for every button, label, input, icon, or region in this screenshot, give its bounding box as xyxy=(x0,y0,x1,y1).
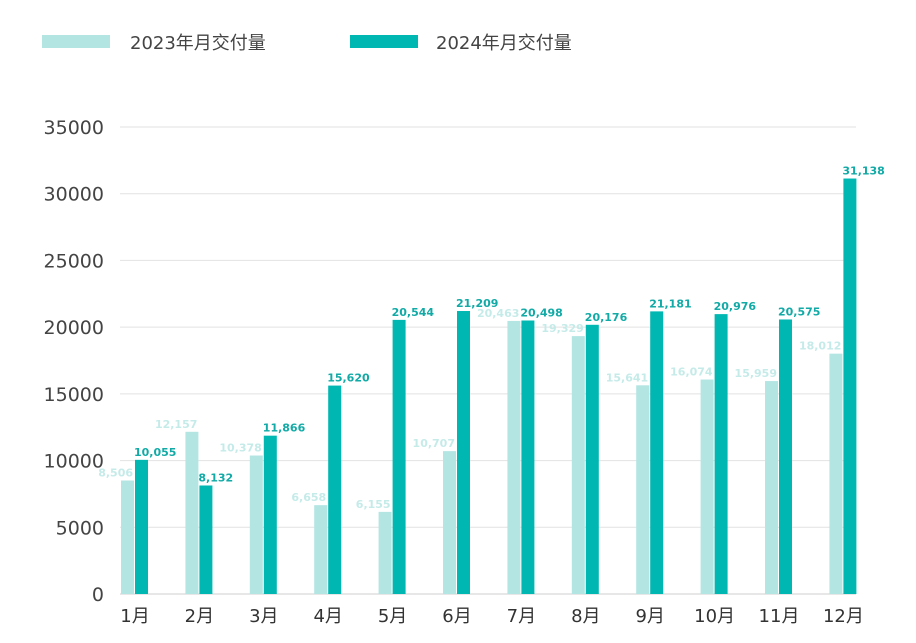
bar-2024 xyxy=(199,485,213,594)
legend-swatch-2023 xyxy=(42,35,110,48)
legend-label-2024: 2024年月交付量 xyxy=(436,33,572,54)
x-tick-label: 8月 xyxy=(571,606,600,627)
x-tick-label: 4月 xyxy=(313,606,342,627)
bar-2024 xyxy=(263,435,277,594)
data-label-2023: 16,074 xyxy=(670,366,713,379)
data-label-2024: 15,620 xyxy=(327,372,370,385)
data-label-2023: 15,641 xyxy=(606,371,648,384)
x-tick-label: 9月 xyxy=(635,606,664,627)
bar-2024 xyxy=(585,324,599,594)
data-label-2023: 10,707 xyxy=(413,437,455,450)
data-label-2024: 8,132 xyxy=(198,471,233,484)
bar-2024 xyxy=(714,314,728,594)
bar-2023 xyxy=(314,505,328,594)
bar-2023 xyxy=(765,381,778,594)
bar-2024 xyxy=(779,319,792,594)
y-tick-label: 15000 xyxy=(44,384,104,406)
legend-label-2023: 2023年月交付量 xyxy=(130,33,266,54)
data-label-2023: 6,658 xyxy=(291,491,326,504)
bar-2024 xyxy=(457,311,470,594)
legend-swatch-2024 xyxy=(350,35,418,48)
data-label-2023: 15,959 xyxy=(735,367,777,380)
x-tick-label: 6月 xyxy=(442,606,471,627)
data-label-2024: 20,176 xyxy=(585,311,628,324)
bar-2024 xyxy=(843,178,857,594)
bar-2023 xyxy=(636,385,650,594)
data-label-2023: 8,506 xyxy=(98,467,133,480)
data-label-2023: 20,463 xyxy=(477,307,519,320)
bar-2024 xyxy=(521,320,535,594)
x-tick-label: 11月 xyxy=(759,606,800,627)
bar-2023 xyxy=(185,431,199,594)
y-tick-label: 0 xyxy=(92,584,104,606)
data-label-2024: 20,976 xyxy=(714,300,757,313)
x-tick-label: 12月 xyxy=(823,606,864,627)
data-label-2024: 20,544 xyxy=(392,306,435,319)
legend: 2023年月交付量 2024年月交付量 xyxy=(42,33,572,54)
x-tick-label: 5月 xyxy=(378,606,407,627)
data-label-2024: 11,866 xyxy=(263,422,306,435)
x-tick-label: 1月 xyxy=(120,606,149,627)
y-tick-label: 5000 xyxy=(56,517,104,539)
data-label-2024: 31,138 xyxy=(842,165,884,178)
y-tick-label: 10000 xyxy=(44,451,104,473)
data-label-2024: 20,498 xyxy=(520,306,562,319)
y-tick-label: 30000 xyxy=(44,184,104,206)
bar-2023 xyxy=(700,379,714,594)
x-tick-label: 7月 xyxy=(507,606,536,627)
data-label-2023: 18,012 xyxy=(799,340,841,353)
x-tick-label: 10月 xyxy=(694,606,735,627)
x-tick-label: 2月 xyxy=(185,606,214,627)
data-label-2024: 20,575 xyxy=(778,305,820,318)
bar-2023 xyxy=(249,455,263,594)
data-label-2023: 19,329 xyxy=(541,322,583,335)
bar-2023 xyxy=(378,511,392,594)
data-label-2023: 10,378 xyxy=(219,442,261,455)
bar-2024 xyxy=(392,319,406,594)
bar-2024 xyxy=(328,385,342,594)
x-tick-label: 3月 xyxy=(249,606,278,627)
data-label-2023: 12,157 xyxy=(155,418,197,431)
bar-2023 xyxy=(829,353,843,594)
bar-2023 xyxy=(507,320,521,594)
data-label-2024: 10,055 xyxy=(134,446,176,459)
y-tick-label: 35000 xyxy=(44,117,104,139)
data-label-2024: 21,209 xyxy=(456,297,498,310)
bar-2024 xyxy=(135,459,148,594)
y-tick-label: 20000 xyxy=(44,317,104,339)
bar-2023 xyxy=(121,480,134,594)
bar-2023 xyxy=(571,336,585,594)
bar-2024 xyxy=(650,311,664,594)
y-tick-label: 25000 xyxy=(44,250,104,272)
bar-2023 xyxy=(443,451,456,594)
data-label-2024: 21,181 xyxy=(649,297,691,310)
data-label-2023: 6,155 xyxy=(356,498,391,511)
